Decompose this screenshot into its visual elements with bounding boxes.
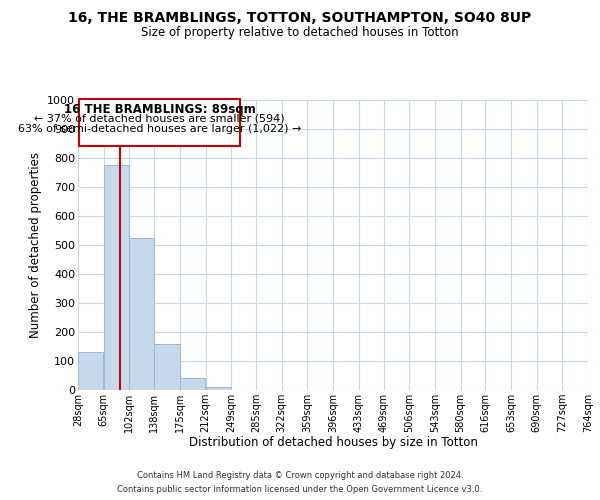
Bar (206, 386, 231, 390)
Text: 16 THE BRAMBLINGS: 89sqm: 16 THE BRAMBLINGS: 89sqm (64, 103, 255, 116)
Text: 63% of semi-detached houses are larger (1,022) →: 63% of semi-detached houses are larger (… (18, 124, 301, 134)
Text: Contains HM Land Registry data © Crown copyright and database right 2024.: Contains HM Land Registry data © Crown c… (137, 472, 463, 480)
Text: ← 37% of detached houses are smaller (594): ← 37% of detached houses are smaller (59… (34, 114, 285, 124)
Bar (78, 352, 103, 390)
Bar (104, 166, 129, 390)
Bar (180, 378, 205, 390)
FancyBboxPatch shape (79, 100, 240, 146)
Bar (130, 238, 154, 390)
Text: Size of property relative to detached houses in Totton: Size of property relative to detached ho… (141, 26, 459, 39)
Text: 16, THE BRAMBLINGS, TOTTON, SOUTHAMPTON, SO40 8UP: 16, THE BRAMBLINGS, TOTTON, SOUTHAMPTON,… (68, 10, 532, 24)
Text: Distribution of detached houses by size in Totton: Distribution of detached houses by size … (188, 436, 478, 449)
Bar (154, 344, 179, 390)
Text: Contains public sector information licensed under the Open Government Licence v3: Contains public sector information licen… (118, 484, 482, 494)
Y-axis label: Number of detached properties: Number of detached properties (29, 152, 41, 338)
